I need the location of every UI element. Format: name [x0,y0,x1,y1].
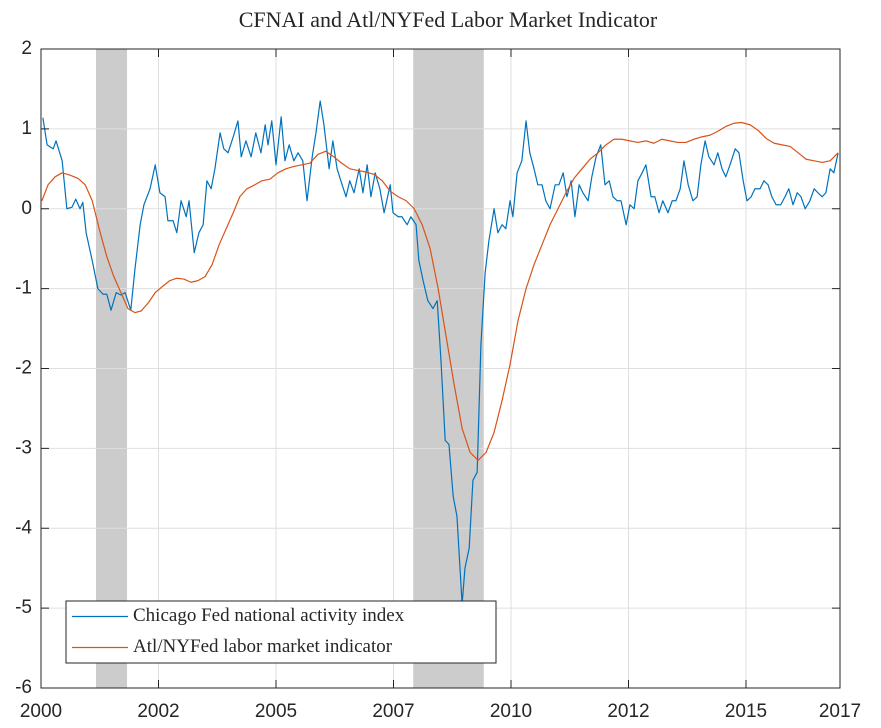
y-tick-label: -5 [15,597,32,618]
x-tick-label: 2007 [372,701,414,722]
y-tick-label: -3 [15,437,32,458]
series-line [41,121,839,461]
x-tick-label: 2017 [819,701,861,722]
x-tick-label: 2010 [490,701,532,722]
legend: Chicago Fed national activity index Atl/N… [65,600,497,664]
x-tick-label: 2000 [20,701,62,722]
lines [41,100,839,605]
legend-label: Chicago Fed national activity index [133,605,405,626]
x-tick-label: 2002 [137,701,179,722]
chart-title: CFNAI and Atl/NYFed Labor Market Indicat… [239,7,658,32]
legend-label: Atl/NYFed labor market indicator [133,636,393,657]
axes: 2000 2002 2005 2007 2010 2012 2015 2017 -6 -5 -4 -3… [15,38,861,722]
x-tick-label: 2005 [255,701,297,722]
axes-box [40,48,841,689]
series-line [42,100,839,605]
y-tick-label: 1 [21,118,32,139]
x-tick-label: 2015 [725,701,767,722]
y-tick-label: -2 [15,358,32,379]
y-tick-label: 2 [21,38,32,59]
y-tick-label: -4 [15,517,32,538]
x-tick-label: 2012 [607,701,649,722]
y-tick-label: -1 [15,278,32,299]
legend-box [65,600,497,664]
y-tick-label: 0 [21,198,32,219]
y-tick-label: -6 [15,677,32,698]
